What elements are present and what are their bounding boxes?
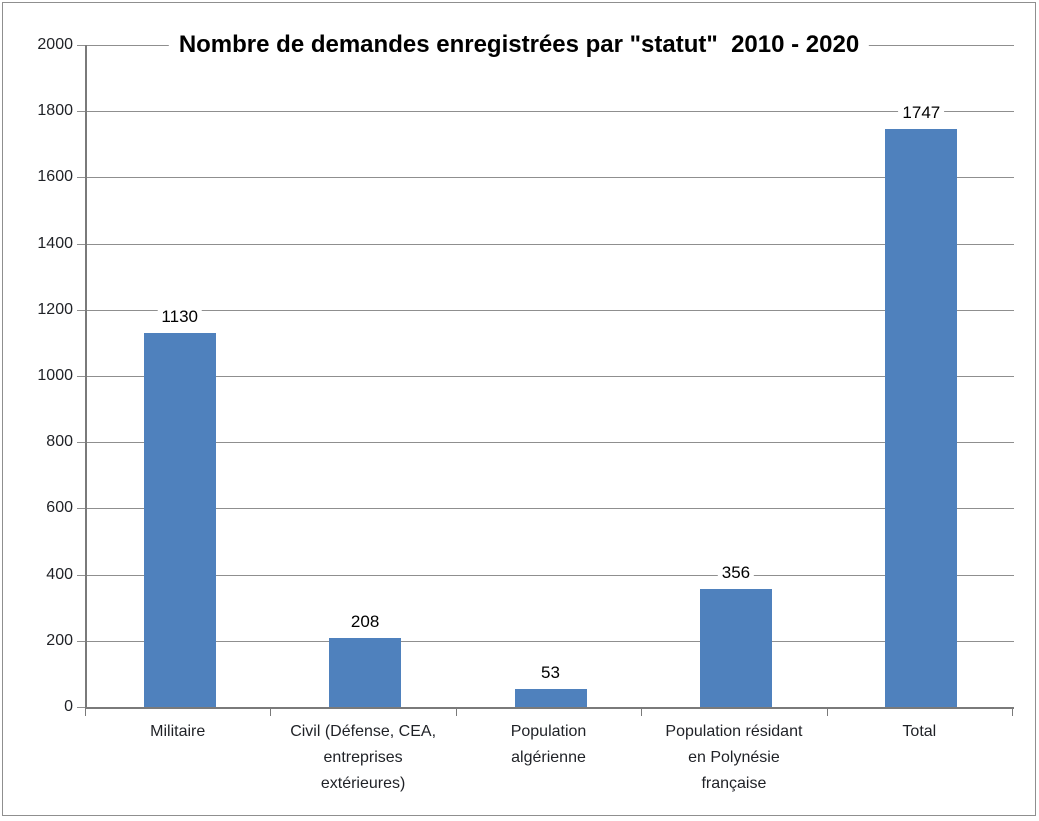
bar-4 — [699, 589, 772, 707]
category-label-line: en Polynésie — [688, 749, 780, 766]
gridline-400 — [87, 574, 1014, 576]
x-axis-labels: Militaire Civil (Défense, CEA, entreprises… — [85, 719, 1012, 797]
y-tick-label: 1600 — [37, 168, 73, 186]
category-label-line: Civil (Défense, CEA, — [290, 723, 437, 740]
plot-area: 1130 208 53 356 1747 — [85, 45, 1014, 709]
gridline-1400 — [87, 243, 1014, 245]
gridline-1600 — [87, 177, 1014, 179]
y-tick-mark — [77, 243, 85, 245]
y-tick-label: 200 — [46, 631, 73, 649]
category-label-line: française — [701, 775, 767, 792]
bar-column-4: 356 — [643, 45, 828, 707]
category-label-1: Militaire — [85, 719, 270, 797]
bar-value-label-2: 208 — [346, 612, 384, 633]
bar-value-label-5: 1747 — [898, 102, 945, 123]
y-tick-label: 600 — [46, 499, 73, 517]
category-label-line: algérienne — [511, 749, 586, 766]
bar-columns: 1130 208 53 356 1747 — [87, 45, 1014, 707]
bar-column-2: 208 — [272, 45, 457, 707]
y-tick-label: 2000 — [37, 36, 73, 53]
gridline-200 — [87, 640, 1014, 642]
bar-column-5: 1747 — [829, 45, 1014, 707]
y-tick-mark — [77, 45, 85, 46]
gridline-600 — [87, 508, 1014, 510]
x-tick-mark — [85, 709, 86, 716]
bar-value-label-3: 53 — [537, 663, 564, 684]
category-label-line: extérieures) — [320, 775, 406, 792]
category-label-line: Population — [510, 723, 587, 740]
bar-column-3: 53 — [458, 45, 643, 707]
y-tick-mark — [77, 376, 85, 377]
category-label-line: Total — [902, 723, 937, 740]
bar-2 — [329, 638, 402, 707]
y-tick-mark — [77, 574, 85, 576]
y-tick-label: 0 — [64, 698, 73, 715]
category-label-line: Population résidant — [665, 723, 803, 740]
gridline-1000 — [87, 376, 1014, 377]
gridline-1200 — [87, 309, 1014, 311]
category-label-2: Civil (Défense, CEA, entreprises extérieur… — [270, 719, 455, 797]
y-tick-label: 400 — [46, 565, 73, 583]
x-tick-mark — [1012, 709, 1013, 716]
y-tick-mark — [77, 508, 85, 510]
y-tick-label: 800 — [46, 433, 73, 451]
y-tick-mark — [77, 640, 85, 642]
y-tick-mark — [77, 707, 85, 708]
bar-3 — [514, 689, 587, 707]
x-tick-mark — [826, 709, 828, 716]
bar-1 — [143, 332, 216, 707]
y-tick-label: 1000 — [37, 367, 73, 384]
x-tick-mark — [455, 709, 457, 716]
category-label-3: Population algérienne — [456, 719, 641, 797]
bar-5 — [885, 128, 958, 707]
x-tick-mark — [641, 709, 643, 716]
y-tick-mark — [77, 309, 85, 311]
category-label-line: entreprises — [323, 749, 403, 766]
x-tick-mark — [270, 709, 272, 716]
chart-title: Nombre de demandes enregistrées par "sta… — [168, 31, 870, 59]
y-tick-label: 1800 — [37, 102, 73, 120]
bar-value-label-4: 356 — [717, 563, 755, 584]
category-label-4: Population résidant en Polynésie française — [641, 719, 826, 797]
y-tick-mark — [77, 177, 85, 179]
y-tick-label: 1200 — [37, 300, 73, 318]
category-label-line: Militaire — [150, 723, 206, 740]
bar-column-1: 1130 — [87, 45, 272, 707]
category-label-5: Total — [827, 719, 1012, 797]
y-tick-label: 1400 — [37, 234, 73, 252]
gridline-1800 — [87, 111, 1014, 113]
y-tick-mark — [77, 111, 85, 113]
y-tick-mark — [77, 442, 85, 444]
gridline-800 — [87, 442, 1014, 444]
bar-value-label-1: 1130 — [157, 306, 202, 327]
